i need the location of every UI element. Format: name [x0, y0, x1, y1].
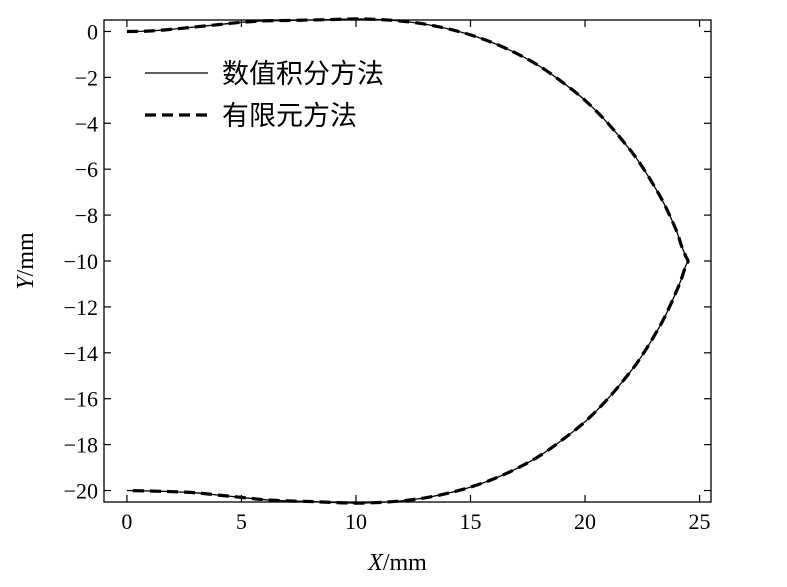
y-tick-label: −18	[64, 433, 98, 458]
y-tick-label: −8	[75, 203, 98, 228]
y-tick-label: −14	[64, 341, 98, 366]
y-tick-label: −20	[64, 479, 98, 504]
legend-label-numerical-integration: 数值积分方法	[222, 59, 384, 90]
x-axis-label-unit: /mm	[383, 550, 427, 576]
x-axis-label: X/mm	[367, 550, 427, 576]
y-axis-label-unit: /mm	[13, 232, 39, 276]
x-tick-label: 0	[121, 509, 132, 534]
legend-label-finite-element: 有限元方法	[222, 101, 357, 132]
x-tick-label: 5	[236, 509, 247, 534]
y-tick-label: −4	[75, 111, 98, 136]
x-axis-label-var: X	[367, 550, 384, 576]
x-tick-label: 15	[459, 509, 481, 534]
series-layer	[126, 17, 690, 505]
axis-ticks: 0 5 10 15 20 25 0 −2 −4 −6 −8 −10 −12 −14 −16 −18 −20	[64, 19, 711, 534]
y-tick-label: 0	[87, 19, 98, 44]
y-tick-label: −12	[64, 295, 98, 320]
y-tick-label: −10	[64, 249, 98, 274]
legend: 数值积分方法 有限元方法	[145, 59, 384, 132]
y-tick-label: −16	[64, 387, 98, 412]
series-finite-element	[126, 17, 690, 505]
x-tick-label: 10	[345, 509, 367, 534]
series-numerical-integration	[126, 18, 689, 504]
x-tick-label: 25	[689, 509, 711, 534]
y-axis-label: Y/mm	[13, 232, 39, 290]
y-tick-label: −6	[75, 157, 98, 182]
plot-frame	[103, 19, 712, 503]
y-tick-label: −2	[75, 65, 98, 90]
x-tick-label: 20	[574, 509, 596, 534]
y-axis-label-var: Y	[13, 274, 39, 290]
